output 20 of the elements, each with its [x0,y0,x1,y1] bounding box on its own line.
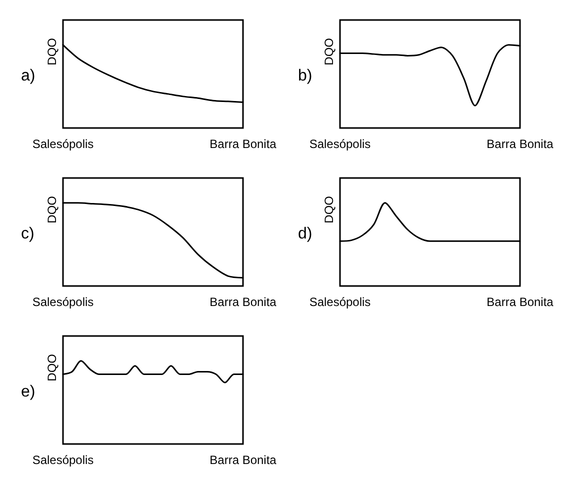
x-tick-label: Salesópolis [32,137,94,151]
text: d) [298,226,312,242]
x-tick-label: Barra Bonita [210,137,277,151]
y-axis-title: DQO [45,354,59,382]
text: c) [21,226,34,242]
x-tick-label: Barra Bonita [210,453,277,467]
y-axis-title: DQO [322,38,336,66]
x-tick-label: Barra Bonita [486,295,554,309]
x-tick-label: Salesópolis [32,295,94,309]
x-tick-label: Salesópolis [309,295,371,309]
text: b) [298,68,312,84]
text: e) [21,384,36,400]
x-tick-label: Salesópolis [32,453,94,467]
y-axis-title: DQO [45,196,59,224]
text: a) [21,68,36,84]
y-axis-title: DQO [45,38,59,66]
x-tick-label: Barra Bonita [486,137,554,151]
x-tick-label: Barra Bonita [210,295,277,309]
x-tick-label: Salesópolis [309,137,371,151]
y-axis-title: DQO [322,196,336,224]
